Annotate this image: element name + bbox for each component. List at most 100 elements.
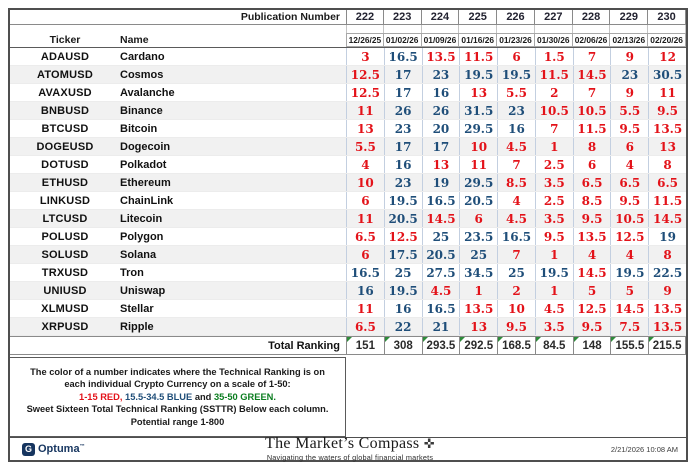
optuma-logo: G Optuma™ [10, 442, 172, 456]
ranking-value-cell: 1 [534, 282, 573, 299]
ranking-value-cell: 17 [383, 138, 422, 155]
name-cell: Solana [120, 248, 157, 261]
ranking-value-cell: 10.5 [534, 102, 573, 119]
ticker-cell: ADAUSD [40, 50, 90, 63]
publication-number-cell: 229 [610, 10, 649, 25]
ranking-value-cell: 4 [610, 156, 648, 173]
spacer-cell [10, 25, 346, 33]
ranking-value-cell: 8 [648, 156, 686, 173]
ranking-value-cell: 14.5 [610, 300, 648, 317]
name-cell: ChainLink [120, 194, 174, 207]
name-cell: Polkadot [120, 158, 167, 171]
ticker-cell: ETHUSD [41, 176, 89, 189]
ranking-value-cell: 17 [383, 66, 422, 83]
ranking-value-cell: 6 [572, 156, 611, 173]
ranking-value-cell: 13.5 [421, 48, 460, 65]
ranking-value-cell: 26 [383, 102, 422, 119]
ranking-value-cell: 11.5 [534, 66, 573, 83]
ranking-value-cell: 23 [497, 102, 535, 119]
ranking-value-cell: 3.5 [534, 210, 573, 227]
ranking-value-cell: 7 [572, 48, 611, 65]
ranking-value-cell: 12.5 [610, 228, 648, 245]
report-frame: Publication Number 222 223 224 225 226 227 228 2… [8, 8, 688, 462]
table-row: Total Ranking 151 308 293.5 292.5 168.5 84.5 14… [10, 336, 686, 355]
spacer-cell [610, 25, 649, 33]
legend-red-range: 1-15 RED, [79, 391, 123, 402]
ranking-value-cell: 29.5 [459, 120, 497, 137]
table-row: DOTUSD Polkadot 4 16 13 11 7 2.5 6 4 8 [10, 156, 686, 174]
ranking-value-cell: 6 [346, 246, 384, 263]
legend-line-5: Potential range 1-800 [130, 416, 225, 427]
ranking-value-cell: 12.5 [346, 84, 384, 101]
table-row: ETHUSD Ethereum 10 23 19 29.5 8.5 3.5 6.5 6.5 6.5 [10, 174, 686, 192]
ranking-value-cell: 3 [346, 48, 384, 65]
ranking-value-cell: 25 [459, 246, 497, 263]
ranking-value-cell: 1 [459, 282, 497, 299]
rankings-table: Publication Number 222 223 224 225 226 227 228 2… [10, 10, 686, 355]
ticker-cell: UNIUSD [43, 284, 87, 297]
ranking-value-cell: 9.5 [572, 318, 611, 335]
ranking-value-cell: 13 [648, 138, 686, 155]
table-row: AVAXUSD Avalanche 12.5 17 16 13 5.5 2 7 9 11 [10, 84, 686, 102]
ranking-value-cell: 25 [497, 264, 535, 281]
ranking-value-cell: 22 [383, 318, 422, 335]
ranking-value-cell: 16 [346, 282, 384, 299]
ranking-value-cell: 8 [648, 246, 686, 263]
ranking-value-cell: 19.5 [383, 282, 422, 299]
publication-number-cell: 227 [534, 10, 573, 25]
ranking-value-cell: 8.5 [572, 192, 611, 209]
publication-number-label: Publication Number [10, 10, 346, 25]
ranking-value-cell: 22.5 [648, 264, 686, 281]
ranking-value-cell: 11 [648, 84, 686, 101]
footer-band: G Optuma™ The Market’s Compass ✜ Navigat… [10, 435, 686, 462]
ranking-value-cell: 13.5 [648, 300, 686, 317]
publication-number-cell: 223 [383, 10, 422, 25]
ranking-value-cell: 4 [610, 246, 648, 263]
ranking-value-cell: 25 [421, 228, 460, 245]
ranking-value-cell: 2.5 [534, 192, 573, 209]
ticker-cell: XLMUSD [41, 302, 89, 315]
table-row: Ticker Name 12/26/25 01/02/26 01/09/26 01/16/… [10, 33, 686, 48]
ranking-value-cell: 27.5 [421, 264, 460, 281]
ranking-value-cell: 14.5 [572, 66, 611, 83]
date-header-cell: 12/26/25 [346, 33, 384, 47]
ranking-value-cell: 31.5 [459, 102, 497, 119]
total-ranking-cell: 151 [346, 337, 384, 354]
ranking-value-cell: 16 [383, 300, 422, 317]
ranking-value-cell: 13 [421, 156, 460, 173]
ranking-value-cell: 19.5 [497, 66, 535, 83]
ranking-value-cell: 19.5 [534, 264, 573, 281]
ranking-value-cell: 16 [497, 120, 535, 137]
name-cell: Binance [120, 104, 163, 117]
ticker-cell: ATOMUSD [37, 68, 93, 81]
ranking-value-cell: 9.5 [572, 210, 611, 227]
table-row: UNIUSD Uniswap 16 19.5 4.5 1 2 1 5 5 9 [10, 282, 686, 300]
total-ranking-cell: 148 [572, 337, 611, 354]
date-header-cell: 01/09/26 [421, 33, 460, 47]
ranking-value-cell: 5.5 [346, 138, 384, 155]
ranking-value-cell: 10 [346, 174, 384, 191]
total-ranking-cell: 308 [383, 337, 422, 354]
name-column-header: Name [120, 34, 149, 46]
total-ranking-label: Total Ranking [268, 339, 340, 352]
ranking-value-cell: 19.5 [459, 66, 497, 83]
brand-title-text: The Market’s Compass [265, 435, 420, 453]
name-cell: Avalanche [120, 86, 175, 99]
ranking-value-cell: 4 [497, 192, 535, 209]
publication-number-cell: 225 [459, 10, 498, 25]
ranking-value-cell: 10 [497, 300, 535, 317]
ranking-value-cell: 16.5 [346, 264, 384, 281]
spacer-cell [459, 25, 498, 33]
ranking-value-cell: 17.5 [383, 246, 422, 263]
table-row: DOGEUSD Dogecoin 5.5 17 17 10 4.5 1 8 6 13 [10, 138, 686, 156]
ranking-value-cell: 7 [572, 84, 611, 101]
table-row: XRPUSD Ripple 6.5 22 21 13 9.5 3.5 9.5 7.5 13.5 [10, 318, 686, 336]
spacer-cell [384, 25, 422, 33]
ranking-value-cell: 17 [421, 138, 460, 155]
ranking-value-cell: 9 [610, 84, 648, 101]
ranking-value-cell: 14.5 [572, 264, 611, 281]
ranking-value-cell: 16.5 [383, 48, 422, 65]
ranking-value-cell: 9.5 [610, 120, 648, 137]
table-row: SOLUSD Solana 6 17.5 20.5 25 7 1 4 4 8 [10, 246, 686, 264]
ranking-value-cell: 7 [497, 156, 535, 173]
